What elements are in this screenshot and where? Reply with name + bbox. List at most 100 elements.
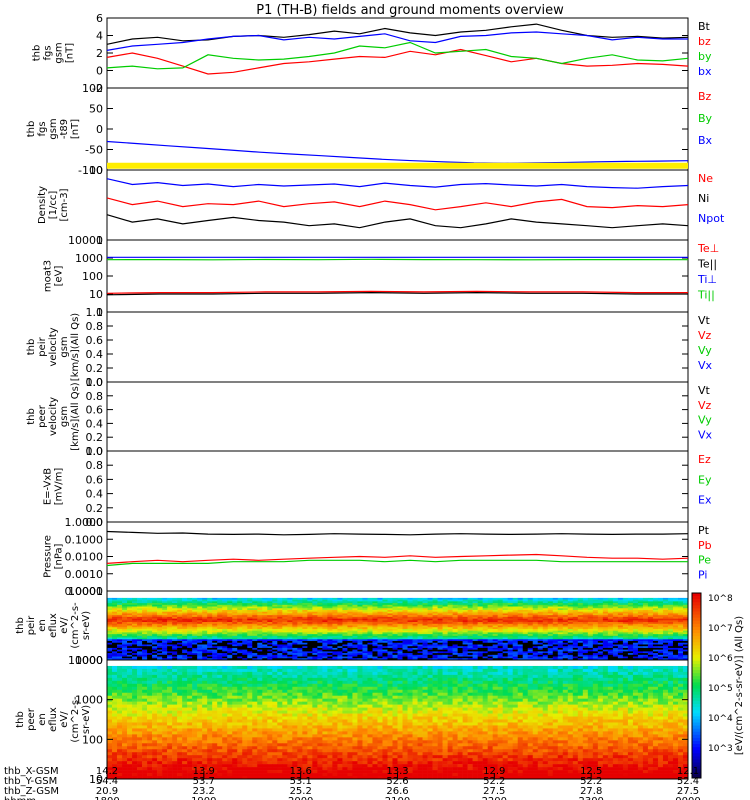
heatmap-cell [257,620,263,623]
heatmap-cell [517,596,524,599]
heatmap-cell [397,591,403,594]
heatmap-cell [617,611,624,614]
heatmap-cell [367,609,373,612]
heatmap-cell [617,647,624,650]
heatmap-cell [177,623,183,626]
heatmap-cell [467,653,473,656]
heatmap-cell [402,658,408,661]
heatmap-cell [632,604,639,607]
heatmap-cell [647,599,654,602]
heatmap-cell [247,615,253,618]
heatmap-cell [332,620,338,623]
heatmap-cell [452,596,458,599]
heatmap-cell [462,635,468,638]
y-tick-label: 1 [96,306,103,319]
heatmap-cell [622,647,629,650]
heatmap-cell [457,592,463,595]
heatmap-cell [362,609,368,612]
heatmap-cell [437,630,443,633]
heatmap-cell [217,615,223,618]
heatmap-cell [342,616,348,619]
heatmap-cell [372,649,378,652]
heatmap-cell [202,632,208,635]
heatmap-cell [157,642,163,645]
heatmap-cell [417,627,423,630]
heatmap-cell [297,608,303,611]
heatmap-cell [182,611,188,614]
heatmap-cell [547,649,554,652]
heatmap-cell [597,639,604,642]
legend-entry: Pe [698,554,711,567]
heatmap-cell [547,634,554,637]
heatmap-cell [147,592,153,595]
heatmap-cell [442,594,448,597]
heatmap-cell [632,632,639,635]
heatmap-cell [422,611,428,614]
y-axis-label: Density[1/cc][cm-3] [37,186,70,224]
heatmap-cell [597,649,604,652]
heatmap-cell [352,647,358,650]
heatmap-cell [672,613,679,616]
heatmap-cell [132,592,138,595]
heatmap-cell [672,597,679,600]
heatmap-cell [442,660,448,664]
heatmap-cell [452,637,458,640]
heatmap-cell [212,620,218,623]
heatmap-cell [112,651,118,654]
heatmap-cell [427,597,433,600]
heatmap-cell [432,618,438,621]
heatmap-cell [457,630,463,633]
heatmap-cell [262,591,268,594]
heatmap-cell [457,635,463,638]
heatmap-cell [257,609,263,612]
heatmap-cell [152,644,158,647]
heatmap-cell [122,603,128,606]
heatmap-cell [127,618,133,621]
heatmap-cell [507,627,513,630]
heatmap-cell [147,591,153,594]
heatmap-cell [642,660,649,664]
heatmap-cell [237,644,243,647]
heatmap-cell [352,654,358,657]
heatmap-cell [347,646,353,649]
heatmap-cell [372,634,378,637]
heatmap-cell [387,597,393,600]
y-axis-label: Pressure[nPa] [43,535,65,578]
heatmap-cell [447,646,453,649]
heatmap-cell [507,603,513,606]
heatmap-cell [247,644,253,647]
heatmap-cell [642,611,649,614]
heatmap-cell [617,632,624,635]
heatmap-cell [557,653,564,656]
heatmap-cell [107,630,113,633]
heatmap-cell [332,597,338,600]
heatmap-cell [167,637,173,640]
heatmap-cell [377,616,383,619]
heatmap-cell [237,641,243,644]
heatmap-cell [637,611,644,614]
heatmap-cell [127,615,133,618]
heatmap-cell [382,632,388,635]
heatmap-cell [637,604,644,607]
heatmap-cell [477,597,483,600]
heatmap-cell [382,604,388,607]
heatmap-cell [182,635,188,638]
heatmap-cell [382,627,388,630]
heatmap-cell [467,599,473,602]
heatmap-cell [197,632,203,635]
heatmap-cell [667,608,674,611]
heatmap-cell [482,660,488,664]
heatmap-cell [622,658,629,661]
heatmap-cell [312,601,318,604]
heatmap-cell [592,606,599,609]
heatmap-cell [482,596,488,599]
heatmap-cell [587,651,594,654]
heatmap-cell [242,601,248,604]
heatmap-cell [282,634,288,637]
heatmap-cell [182,603,188,606]
y-tick-label: -100 [78,164,103,177]
heatmap-cell [172,604,178,607]
heatmap-cell [292,634,298,637]
heatmap-cell [157,592,163,595]
heatmap-cell [557,592,564,595]
